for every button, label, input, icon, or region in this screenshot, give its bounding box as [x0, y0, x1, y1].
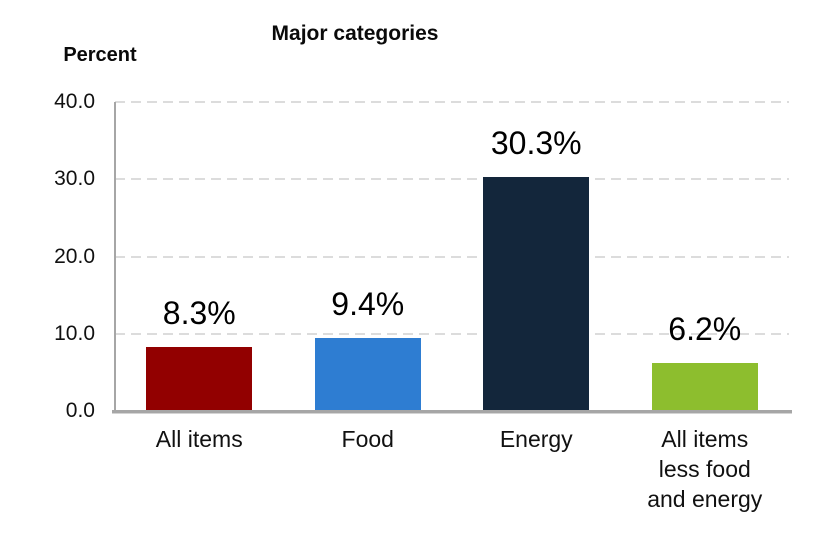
y-tick-label: 10.0: [54, 321, 95, 345]
x-category-label: Food: [342, 424, 394, 454]
x-category-label: Energy: [500, 424, 573, 454]
bar-food: [314, 338, 421, 411]
x-axis-line: [112, 410, 792, 414]
bar-energy: [483, 176, 590, 411]
x-category-label-line: and energy: [647, 486, 763, 512]
x-category-label-line: Energy: [499, 426, 573, 452]
y-tick-label: 40.0: [54, 90, 95, 113]
y-tick-label: 30.0: [54, 167, 95, 191]
x-category-label: All items less food and energy: [647, 424, 762, 514]
bar-all-items-less-food-and-energy: [651, 363, 758, 411]
x-category-label-line: All items: [661, 426, 749, 452]
y-axis-title: Percent: [63, 44, 137, 66]
x-category-label-line: All items: [155, 426, 243, 452]
gridline-20.0: [115, 255, 789, 258]
x-category-label-line: Food: [341, 426, 394, 452]
chart-title: Major categories: [271, 22, 439, 45]
gridline-40.0: [115, 101, 789, 103]
x-category-label-line: less food: [658, 456, 751, 482]
gridline-10.0: [115, 332, 789, 335]
gridline-30.0: [115, 178, 789, 181]
y-tick-label: 0.0: [65, 399, 95, 422]
value-label: 6.2%: [668, 311, 742, 348]
value-label: 9.4%: [331, 286, 405, 323]
y-axis-line: [114, 102, 116, 411]
value-label: 8.3%: [162, 294, 236, 331]
y-tick-label: 20.0: [54, 244, 95, 268]
value-label: 30.3%: [490, 124, 582, 161]
x-category-label: All items: [156, 424, 243, 454]
bar-all-items: [146, 346, 253, 411]
